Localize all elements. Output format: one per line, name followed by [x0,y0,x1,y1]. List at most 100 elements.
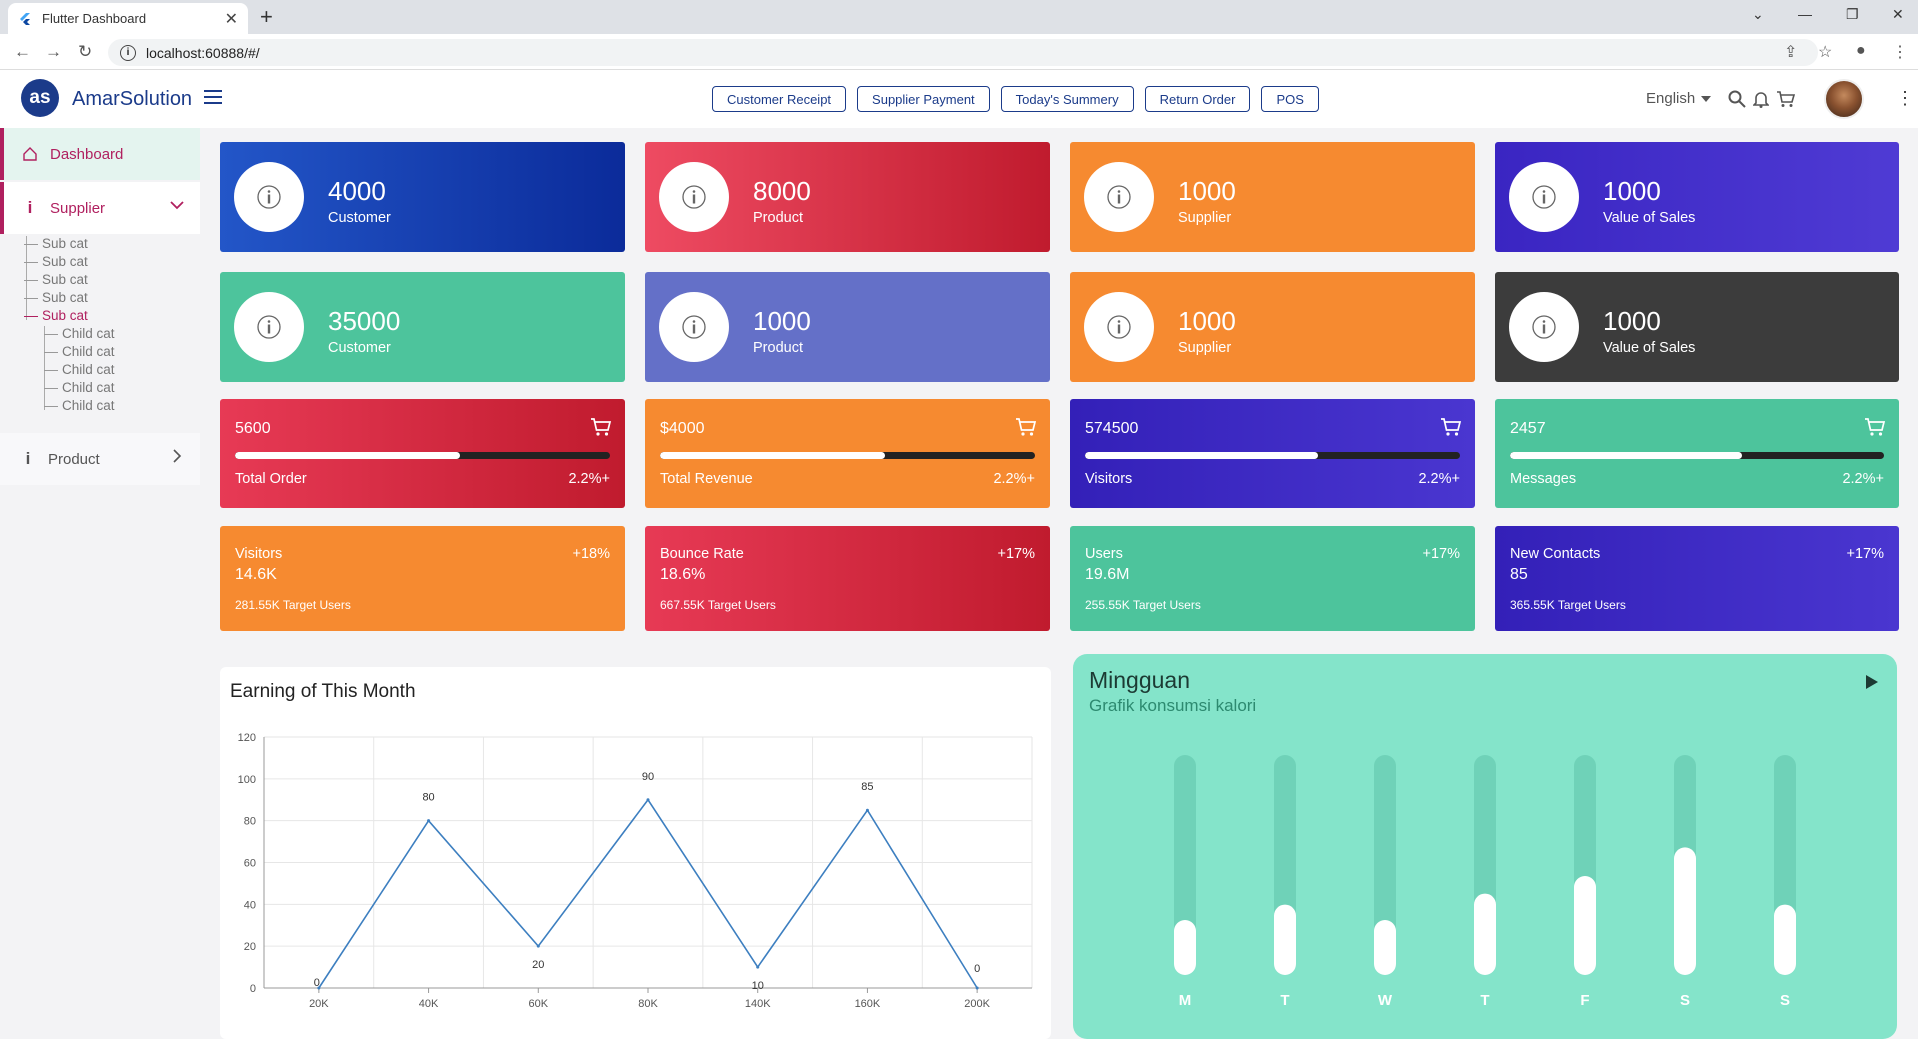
hamburger-menu-icon[interactable] [204,90,222,104]
stat-value: 8000 [753,176,811,206]
minimize-icon[interactable]: — [1798,6,1812,22]
earning-chart-card: Earning of This Month 0 20 40 60 80 100 120 20K… [220,667,1051,1039]
progress-card-total-revenue[interactable]: $4000 Total Revenue 2.2%+ [645,399,1050,508]
info-icon: i [27,198,33,217]
browser-tab[interactable]: Flutter Dashboard ✕ [8,3,248,34]
search-icon[interactable] [1728,90,1746,108]
site-info-icon[interactable]: i [120,44,136,61]
weekly-subtitle: Grafik konsumsi kalori [1089,696,1257,715]
sidebar-item-supplier[interactable]: i Supplier [0,182,200,234]
return-order-button[interactable]: Return Order [1144,86,1251,112]
day-label: S [1680,992,1690,1009]
target-sub: 255.55K Target Users [1085,598,1201,612]
close-window-icon[interactable]: ✕ [1892,6,1904,22]
target-card-users[interactable]: Users 19.6M +17% 255.55K Target Users [1070,526,1475,631]
childcat-item[interactable]: Child cat [44,380,115,395]
bell-icon[interactable] [1753,90,1769,108]
subcat-item-active[interactable]: Sub cat [24,308,88,323]
profile-icon[interactable]: ● [1856,42,1866,59]
y-tick-label: 40 [244,899,256,911]
y-tick-label: 120 [238,732,256,744]
childcat-item[interactable]: Child cat [44,344,115,359]
close-tab-icon[interactable]: ✕ [224,10,238,28]
target-card-bounce-rate[interactable]: Bounce Rate 18.6% +17% 667.55K Target Us… [645,526,1050,631]
target-pct: +17% [1846,546,1885,562]
target-sub: 281.55K Target Users [235,598,351,612]
target-pct: +17% [1422,546,1461,562]
stat-card-customer[interactable]: 4000 Customer [220,142,625,252]
weekly-calorie-card: Mingguan Grafik konsumsi kalori M T W T F S S [1073,654,1897,1039]
x-tick-label: 160K [855,998,881,1010]
progress-pct: 2.2%+ [1418,471,1460,487]
sidebar-item-product[interactable]: i Product [0,433,200,485]
stat-label: Supplier [1178,210,1232,226]
bar-fill [1274,904,1296,975]
language-select[interactable]: English [1646,90,1712,107]
avatar[interactable] [1824,79,1864,119]
cart-icon[interactable] [1776,90,1796,108]
progress-pct: 2.2%+ [568,471,610,487]
subcat-item[interactable]: Sub cat [24,236,88,251]
language-label: English [1646,90,1696,107]
data-point [317,986,321,990]
todays-summery-button[interactable]: Today's Summery [1000,86,1134,112]
new-tab-icon[interactable]: + [260,4,273,29]
stat-card-product[interactable]: 8000 Product [645,142,1050,252]
target-card-new-contacts[interactable]: New Contacts 85 +17% 365.55K Target User… [1495,526,1899,631]
childcat-item[interactable]: Child cat [44,326,115,341]
subcat-item[interactable]: Sub cat [24,272,88,287]
info-icon [659,292,729,362]
supplier-payment-button[interactable]: Supplier Payment [857,86,990,112]
x-tick-label: 40K [419,998,439,1010]
data-label: 20 [532,959,544,971]
forward-icon[interactable]: → [45,42,62,61]
stat-label: Value of Sales [1603,340,1696,356]
logo[interactable]: as [21,79,59,117]
stat-card-value-of-sales-2[interactable]: 1000 Value of Sales [1495,272,1899,382]
target-value: 19.6M [1085,566,1130,583]
pos-button[interactable]: POS [1261,86,1319,112]
sidebar-item-dashboard[interactable]: Dashboard [0,128,200,180]
browser-menu-icon[interactable]: ⋮ [1892,44,1908,61]
childcat-item[interactable]: Child cat [44,398,115,413]
subcat-item[interactable]: Sub cat [24,254,88,269]
customer-receipt-button[interactable]: Customer Receipt [712,86,847,112]
weekly-title: Mingguan [1089,667,1191,693]
target-label: Bounce Rate [660,546,744,562]
info-icon: i [25,449,31,468]
bar-fill [1674,847,1696,975]
y-tick-label: 100 [238,774,256,786]
progress-card-total-order[interactable]: 5600 Total Order 2.2%+ [220,399,625,508]
url-field[interactable]: i localhost:60888/#/ [108,39,1818,66]
info-icon [1084,292,1154,362]
back-icon[interactable]: ← [14,42,31,61]
play-icon[interactable] [1865,674,1879,690]
target-pct: +17% [997,546,1036,562]
progress-card-messages[interactable]: 2457 Messages 2.2%+ [1495,399,1899,508]
subcat-item[interactable]: Sub cat [24,290,88,305]
progress-value: 5600 [235,420,271,437]
reload-icon[interactable]: ↻ [78,42,93,61]
share-icon[interactable]: ⇪ [1784,44,1798,61]
stat-card-product-2[interactable]: 1000 Product [645,272,1050,382]
stat-card-customer-2[interactable]: 35000 Customer [220,272,625,382]
x-tick-label: 60K [528,998,548,1010]
stat-card-supplier[interactable]: 1000 Supplier [1070,142,1475,252]
sidebar-item-label: Dashboard [50,145,124,163]
tab-title: Flutter Dashboard [42,11,147,26]
progress-card-visitors[interactable]: 574500 Visitors 2.2%+ [1070,399,1475,508]
cart-icon [591,418,612,436]
progress-pct: 2.2%+ [1842,471,1884,487]
childcat-item[interactable]: Child cat [44,362,115,377]
restore-icon[interactable]: ❐ [1846,6,1859,22]
x-tick-label: 80K [638,998,658,1010]
bookmark-star-icon[interactable]: ☆ [1818,44,1833,61]
tab-search-icon[interactable]: ⌄ [1752,6,1764,22]
stat-card-value-of-sales[interactable]: 1000 Value of Sales [1495,142,1899,252]
info-icon [1084,162,1154,232]
stat-card-supplier-2[interactable]: 1000 Supplier [1070,272,1475,382]
target-card-visitors[interactable]: Visitors 14.6K +18% 281.55K Target Users [220,526,625,631]
more-vert-icon[interactable]: ⋮ [1896,88,1914,108]
stat-label: Product [753,340,803,356]
info-icon [659,162,729,232]
